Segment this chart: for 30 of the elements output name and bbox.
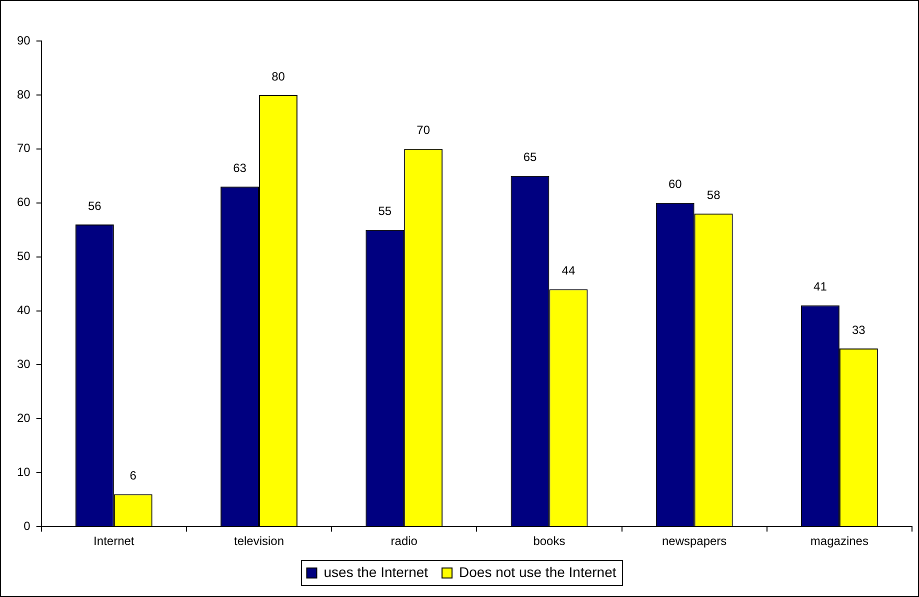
y-tick-label: 40 — [16, 303, 31, 318]
data-label: 58 — [706, 188, 721, 202]
data-label: 80 — [272, 69, 286, 84]
y-tick-label: 0 — [24, 518, 31, 533]
x-tick-label: newspapers — [662, 534, 727, 548]
y-tick-label: 60 — [16, 195, 31, 210]
data-label: 70 — [416, 123, 430, 138]
data-label: 65 — [523, 150, 537, 164]
x-tick-label: magazines — [810, 534, 868, 548]
data-label: 6 — [130, 468, 137, 483]
x-tick-label: books — [533, 534, 566, 548]
data-label: 55 — [378, 204, 392, 218]
x-tick-label: radio — [390, 534, 418, 548]
data-label: 44 — [562, 264, 576, 278]
y-tick-label: 20 — [16, 411, 31, 425]
y-tick-label: 10 — [16, 464, 31, 479]
x-tick-label: television — [234, 534, 284, 548]
y-tick-label: 30 — [16, 357, 31, 372]
legend-label: uses the Internet — [324, 564, 428, 580]
y-tick-label: 50 — [16, 249, 31, 264]
data-label: 56 — [88, 198, 102, 213]
data-label: 41 — [814, 280, 828, 294]
x-tick-label: Internet — [94, 534, 135, 548]
y-tick-label: 70 — [16, 141, 31, 156]
data-label: 33 — [852, 322, 866, 337]
y-tick-label: 80 — [16, 87, 31, 102]
data-label: 63 — [233, 160, 247, 175]
legend-label: Does not use the Internet — [459, 564, 616, 580]
data-label: 60 — [668, 177, 682, 192]
y-tick-label: 90 — [16, 33, 31, 48]
